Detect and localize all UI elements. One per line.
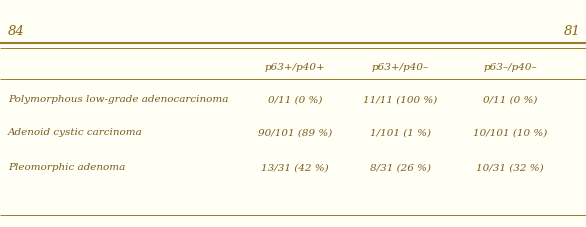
Text: 81: 81: [564, 25, 581, 38]
Text: 10/101 (10 %): 10/101 (10 %): [473, 128, 547, 137]
Text: 10/31 (32 %): 10/31 (32 %): [476, 163, 544, 172]
Text: p63+/p40–: p63+/p40–: [372, 63, 428, 72]
Text: 90/101 (89 %): 90/101 (89 %): [258, 128, 332, 137]
Text: Adenoid cystic carcinoma: Adenoid cystic carcinoma: [8, 128, 143, 137]
Text: 1/101 (1 %): 1/101 (1 %): [370, 128, 431, 137]
Text: Polymorphous low-grade adenocarcinoma: Polymorphous low-grade adenocarcinoma: [8, 95, 229, 104]
Text: p63+/p40+: p63+/p40+: [265, 63, 325, 72]
Text: 0/11 (0 %): 0/11 (0 %): [268, 95, 322, 104]
Text: p63–/p40–: p63–/p40–: [483, 63, 537, 72]
Text: Pleomorphic adenoma: Pleomorphic adenoma: [8, 163, 125, 172]
Text: 8/31 (26 %): 8/31 (26 %): [370, 163, 431, 172]
Text: 84: 84: [8, 25, 25, 38]
Text: 11/11 (100 %): 11/11 (100 %): [363, 95, 437, 104]
Text: 0/11 (0 %): 0/11 (0 %): [483, 95, 537, 104]
Text: 13/31 (42 %): 13/31 (42 %): [261, 163, 329, 172]
